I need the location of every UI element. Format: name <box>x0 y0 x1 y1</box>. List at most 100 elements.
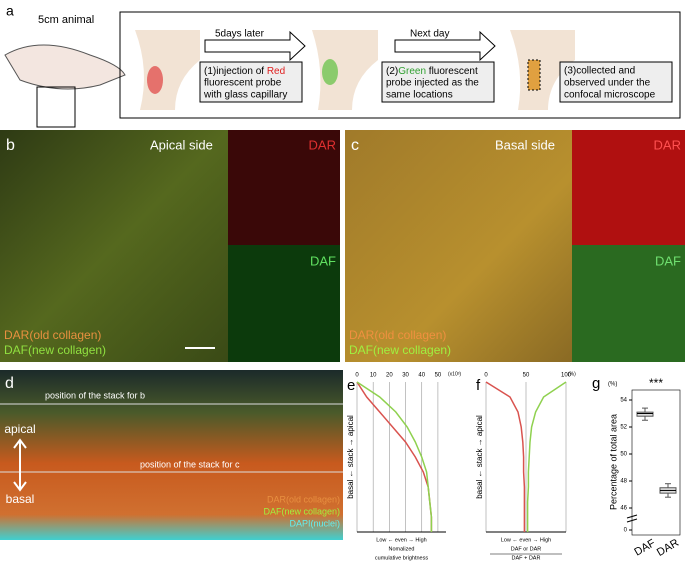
text-box <box>199 61 303 103</box>
line-label: position of the stack for c <box>140 459 240 469</box>
line <box>356 381 433 532</box>
legend: DAR(old collagen) <box>349 328 446 342</box>
inset-daf <box>572 245 685 362</box>
panel-label: c <box>351 137 359 154</box>
legend: DAPI(nuclei) <box>289 518 340 528</box>
panel-label: g <box>592 375 600 392</box>
inset-dar <box>228 130 340 245</box>
y-tick-label: 48 <box>620 479 627 485</box>
sample <box>527 59 541 91</box>
x-tick-label: 10 <box>370 373 377 379</box>
x-axis-label: DAF or DAR <box>511 546 542 552</box>
caption: 5cm animal <box>38 14 94 26</box>
x-tick-label: 40 <box>418 373 425 379</box>
inset-daf <box>228 245 340 362</box>
box-text: (2)Green fluorescent <box>386 66 478 77</box>
x-axis-label: Low ← even → High <box>501 537 551 543</box>
x-tick-label: 100 <box>561 373 572 379</box>
box-text: confocal microscope <box>564 90 656 101</box>
box-text: with glass capillary <box>203 90 287 101</box>
line <box>526 381 567 532</box>
annotation: *** <box>649 376 663 390</box>
axis-label: basal <box>6 492 35 506</box>
limb <box>312 30 378 110</box>
inset-label: DAR <box>654 137 681 152</box>
limb <box>510 30 575 110</box>
y-tick-label: 50 <box>620 452 627 458</box>
limb <box>135 30 200 110</box>
image <box>0 370 343 540</box>
x-tick-label: DAR <box>655 537 681 559</box>
text-box <box>559 61 673 103</box>
legend: DAF(new collagen) <box>4 343 106 357</box>
x-tick-label: 50 <box>435 373 442 379</box>
y-tick-label: 46 <box>620 506 627 512</box>
inset-dar <box>572 130 685 245</box>
frame <box>631 389 681 536</box>
panel-label: f <box>476 377 481 394</box>
box-text: observed under the <box>564 78 651 89</box>
inset-label: DAF <box>655 253 681 268</box>
y-tick-label: 0 <box>624 528 628 534</box>
axis-break <box>626 514 638 523</box>
x-axis-label: cumulative brightness <box>375 555 428 561</box>
y-axis-label: Percentage of total area <box>608 414 618 510</box>
axolotl <box>4 44 126 90</box>
inset-label: DAF <box>310 253 336 268</box>
image <box>345 130 572 362</box>
arrow <box>204 30 306 62</box>
frame <box>119 11 681 119</box>
legend: DAF(new collagen) <box>349 343 451 357</box>
x-axis-label: DAF + DAR <box>512 555 541 561</box>
side-label: Basal side <box>495 137 555 152</box>
x-tick-label: 0 <box>355 373 359 379</box>
x-tick-label: DAF <box>632 537 657 559</box>
green-spot <box>322 59 338 85</box>
box-text: same locations <box>386 90 453 101</box>
unit: (%) <box>608 382 617 388</box>
x-tick-label: 0 <box>484 373 488 379</box>
panel-label: d <box>5 375 14 392</box>
panel-label: a <box>6 3 14 19</box>
y-axis-label: basal ← stack → apical <box>475 415 484 499</box>
y-tick-label: 52 <box>620 425 627 431</box>
panel-b: b Apical side DAR DAF DAR(old collagen) … <box>0 130 340 362</box>
text-box <box>381 61 495 103</box>
panel-label: b <box>6 137 15 154</box>
box <box>636 411 654 417</box>
line <box>356 381 433 532</box>
step-label: 5days later <box>215 29 265 40</box>
legend: DAR(old collagen) <box>267 494 340 504</box>
line <box>485 381 526 532</box>
unit: (%) <box>568 371 576 377</box>
legend: DAF(new collagen) <box>263 506 340 516</box>
line-label: position of the stack for b <box>45 390 145 400</box>
panel-label: e <box>347 377 355 394</box>
zoom-box <box>36 86 76 128</box>
legend: DAR(old collagen) <box>4 328 101 342</box>
x-tick-label: 20 <box>386 373 393 379</box>
box-text: fluorescent probe <box>204 78 282 89</box>
x-tick-label: 30 <box>402 373 409 379</box>
box-text: (1)injection of Red <box>204 66 285 77</box>
step-label: Next day <box>410 29 449 40</box>
panel-a: a 5cm animal 5days later Next day (1)inj… <box>4 3 681 128</box>
inset-label: DAR <box>309 137 336 152</box>
arrow <box>394 30 496 62</box>
x-tick-label: 50 <box>523 373 530 379</box>
panel-c: c Basal side DAR DAF DAR(old collagen) D… <box>345 130 685 362</box>
y-tick-label: 54 <box>620 398 627 404</box>
side-label: Apical side <box>150 137 213 152</box>
y-axis-label: basal ← stack → apical <box>346 415 355 499</box>
unit: (x10³) <box>448 371 461 377</box>
image <box>0 130 228 362</box>
red-spot <box>147 66 163 94</box>
panel-d: d position of the stack for b position o… <box>0 370 343 540</box>
x-axis-label: Low ← even → High <box>376 537 426 543</box>
x-axis-label: Nomalized <box>389 546 415 552</box>
box-text: (3)collected and <box>564 66 635 77</box>
box-text: probe injected as the <box>386 78 479 89</box>
axis-label: apical <box>4 422 35 436</box>
arrow <box>13 438 27 492</box>
